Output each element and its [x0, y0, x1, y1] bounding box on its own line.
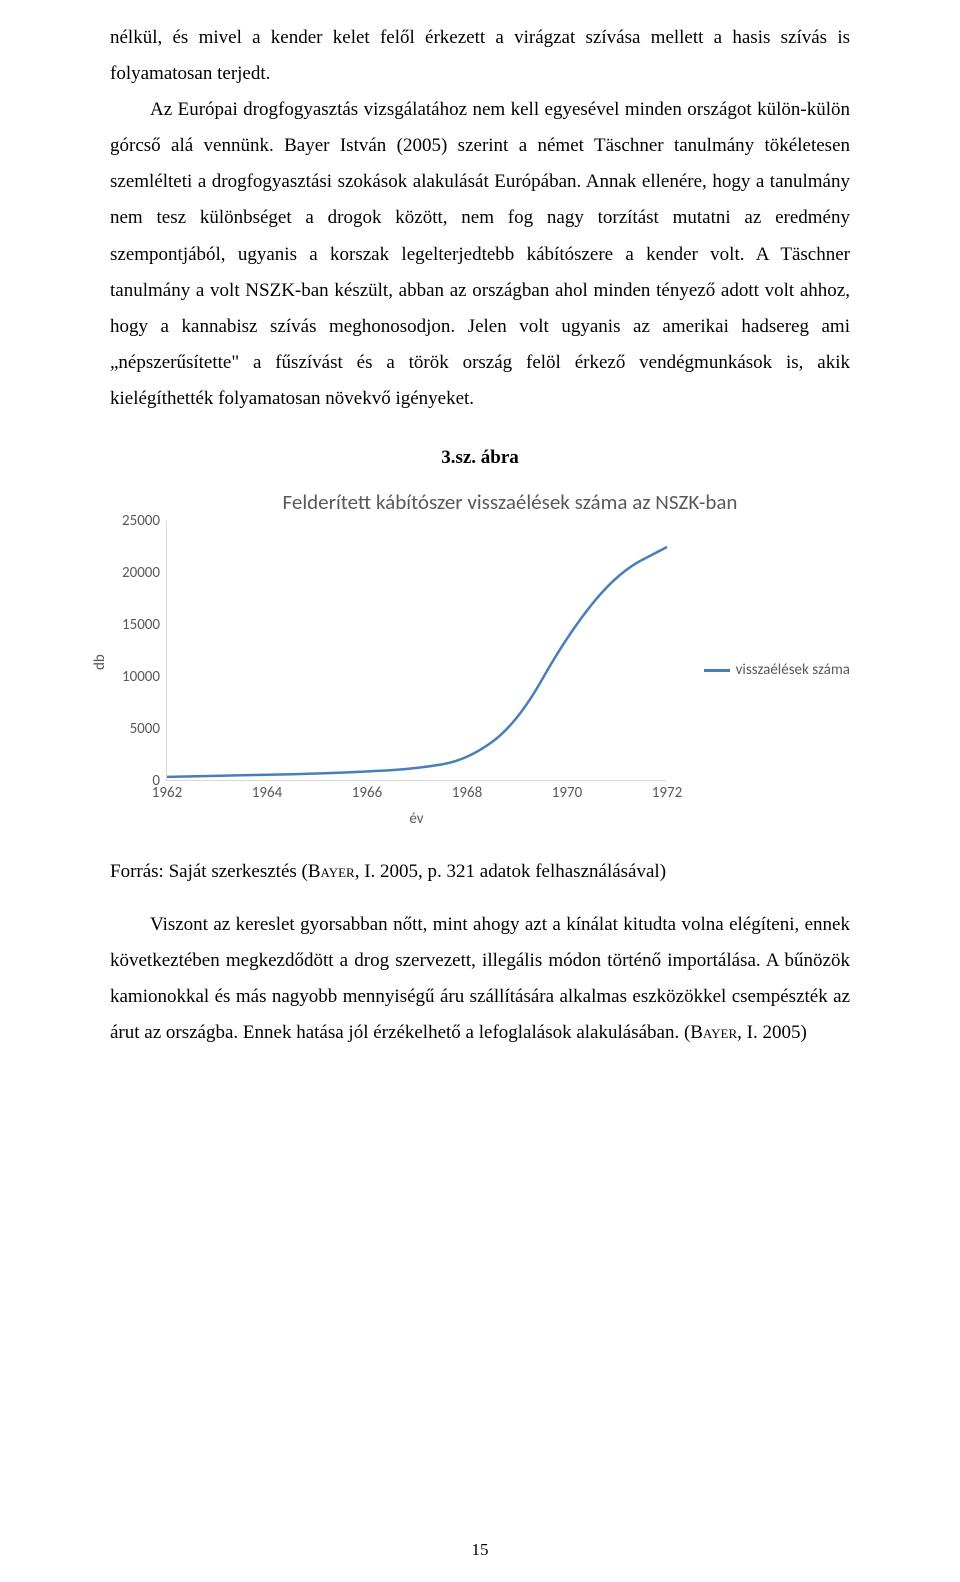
para3-tail: , I. 2005) — [737, 1022, 807, 1043]
y-tick: 20000 — [122, 564, 160, 582]
x-axis-label: év — [409, 810, 423, 828]
y-tick: 10000 — [122, 668, 160, 686]
y-tick: 15000 — [122, 616, 160, 634]
paragraph-3: Viszont az kereslet gyorsabban nőtt, min… — [110, 907, 850, 1051]
legend-label: visszaélések száma — [736, 661, 850, 679]
y-tick: 25000 — [122, 512, 160, 530]
chart-source: Forrás: Saját szerkesztés (Bayer, I. 200… — [110, 861, 850, 883]
page-number: 15 — [0, 1540, 960, 1560]
figure-caption: 3.sz. ábra — [110, 447, 850, 469]
x-tick: 1964 — [252, 784, 282, 802]
chart-container: Felderített kábítószer visszaélések szám… — [110, 489, 850, 831]
chart-title: Felderített kábítószer visszaélések szám… — [110, 489, 850, 515]
chart-legend: visszaélések száma — [704, 661, 850, 679]
x-tick: 1972 — [652, 784, 682, 802]
x-tick: 1962 — [152, 784, 182, 802]
source-prefix: Forrás: Saját szerkesztés ( — [110, 861, 308, 882]
source-suffix: , I. 2005, p. 321 adatok felhasználásáva… — [355, 861, 666, 882]
y-tick: 5000 — [130, 720, 160, 738]
body-text-block: nélkül, és mivel a kender kelet felől ér… — [110, 20, 850, 417]
para3-author: Bayer — [690, 1022, 737, 1043]
x-tick: 1968 — [452, 784, 482, 802]
data-line — [167, 547, 667, 777]
chart-area: db 0500010000150002000025000 év 19621964… — [110, 521, 850, 831]
paragraph-2: Az Európai drogfogyasztás vizsgálatához … — [110, 92, 850, 417]
x-tick: 1970 — [552, 784, 582, 802]
y-axis: 0500010000150002000025000 — [110, 521, 166, 781]
y-axis-label: db — [91, 654, 109, 670]
source-author: Bayer — [308, 861, 355, 882]
line-chart-svg — [167, 521, 667, 781]
paragraph-1: nélkül, és mivel a kender kelet felől ér… — [110, 20, 850, 92]
legend-swatch — [704, 669, 730, 672]
body-text-block-2: Viszont az kereslet gyorsabban nőtt, min… — [110, 907, 850, 1051]
plot-area: év 196219641966196819701972 — [166, 521, 666, 781]
x-tick: 1966 — [352, 784, 382, 802]
